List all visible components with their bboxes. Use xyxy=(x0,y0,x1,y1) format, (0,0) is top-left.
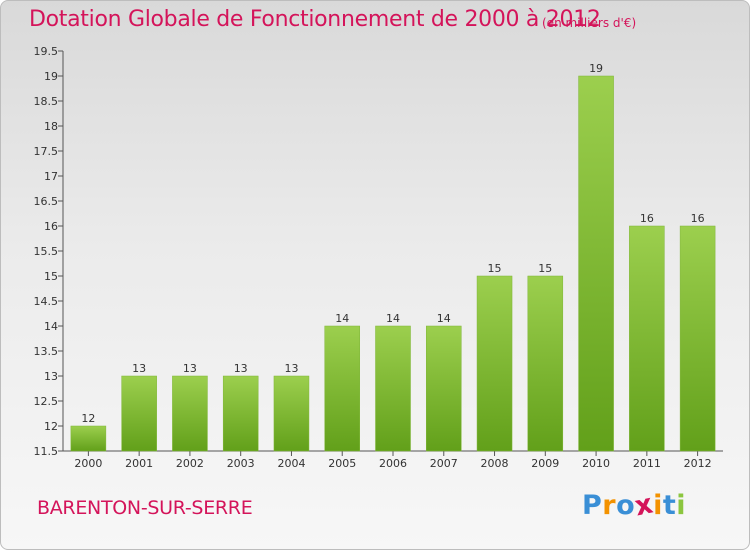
y-tick-label: 16 xyxy=(44,220,58,233)
bar xyxy=(222,375,259,452)
data-label: 15 xyxy=(538,262,552,275)
y-tick-label: 15 xyxy=(44,270,58,283)
y-tick-label: 17 xyxy=(44,170,58,183)
data-label: 13 xyxy=(132,362,146,375)
data-label: 14 xyxy=(335,312,349,325)
y-tick-label: 11.5 xyxy=(34,445,59,458)
y-tick-label: 12.5 xyxy=(34,395,59,408)
bar xyxy=(476,275,513,452)
logo-letter: P xyxy=(582,490,603,521)
x-tick-label: 2011 xyxy=(633,457,661,470)
proxiti-logo[interactable]: Proxiti xyxy=(582,488,687,522)
y-tick-label: 13.5 xyxy=(34,345,59,358)
data-label: 14 xyxy=(437,312,451,325)
data-label: 13 xyxy=(183,362,197,375)
logo-letter: t xyxy=(662,490,677,521)
x-tick-label: 2002 xyxy=(176,457,204,470)
y-tick-label: 18 xyxy=(44,120,58,133)
bar xyxy=(172,375,208,452)
logo-letter: r xyxy=(602,490,617,521)
commune-name: BARENTON-SUR-SERRE xyxy=(37,497,253,519)
bar xyxy=(629,225,665,452)
x-tick-label: 2004 xyxy=(277,457,305,470)
x-tick-label: 2006 xyxy=(379,457,407,470)
x-tick-label: 2005 xyxy=(328,457,356,470)
data-label: 13 xyxy=(284,362,298,375)
bar xyxy=(679,225,716,452)
y-tick-label: 19.5 xyxy=(34,45,59,58)
y-tick-label: 14.5 xyxy=(34,295,59,308)
bar xyxy=(121,375,157,452)
logo-letter: i xyxy=(653,490,663,521)
x-tick-label: 2012 xyxy=(684,457,712,470)
x-tick-label: 2007 xyxy=(430,457,458,470)
bar xyxy=(273,375,310,452)
bar xyxy=(527,275,564,452)
x-tick-label: 2009 xyxy=(531,457,559,470)
x-tick-label: 2000 xyxy=(74,457,102,470)
y-tick-label: 13 xyxy=(44,370,58,383)
x-tick-label: 2003 xyxy=(227,457,255,470)
chart-subtitle: (en milliers d'€) xyxy=(542,16,637,30)
y-tick-label: 12 xyxy=(44,420,58,433)
bar xyxy=(426,325,462,452)
y-tick-label: 17.5 xyxy=(34,145,59,158)
data-label: 16 xyxy=(640,212,654,225)
data-label: 13 xyxy=(234,362,248,375)
bar xyxy=(70,425,107,452)
y-tick-label: 19 xyxy=(44,70,58,83)
data-label: 12 xyxy=(81,412,95,425)
logo-letter: o xyxy=(616,490,636,521)
y-tick-label: 18.5 xyxy=(34,95,59,108)
y-tick-label: 15.5 xyxy=(34,245,59,258)
data-label: 14 xyxy=(386,312,400,325)
data-label: 16 xyxy=(691,212,705,225)
bar xyxy=(375,325,411,452)
data-label: 15 xyxy=(488,262,502,275)
chart-title: Dotation Globale de Fonctionnement de 20… xyxy=(29,7,601,32)
bar xyxy=(324,325,360,452)
x-tick-label: 2001 xyxy=(125,457,153,470)
y-tick-label: 14 xyxy=(44,320,58,333)
logo-letter: i xyxy=(676,490,687,521)
y-tick-label: 16.5 xyxy=(34,195,59,208)
bar xyxy=(578,75,614,452)
x-tick-label: 2010 xyxy=(582,457,610,470)
x-tick-label: 2008 xyxy=(481,457,509,470)
data-label: 19 xyxy=(589,62,603,75)
